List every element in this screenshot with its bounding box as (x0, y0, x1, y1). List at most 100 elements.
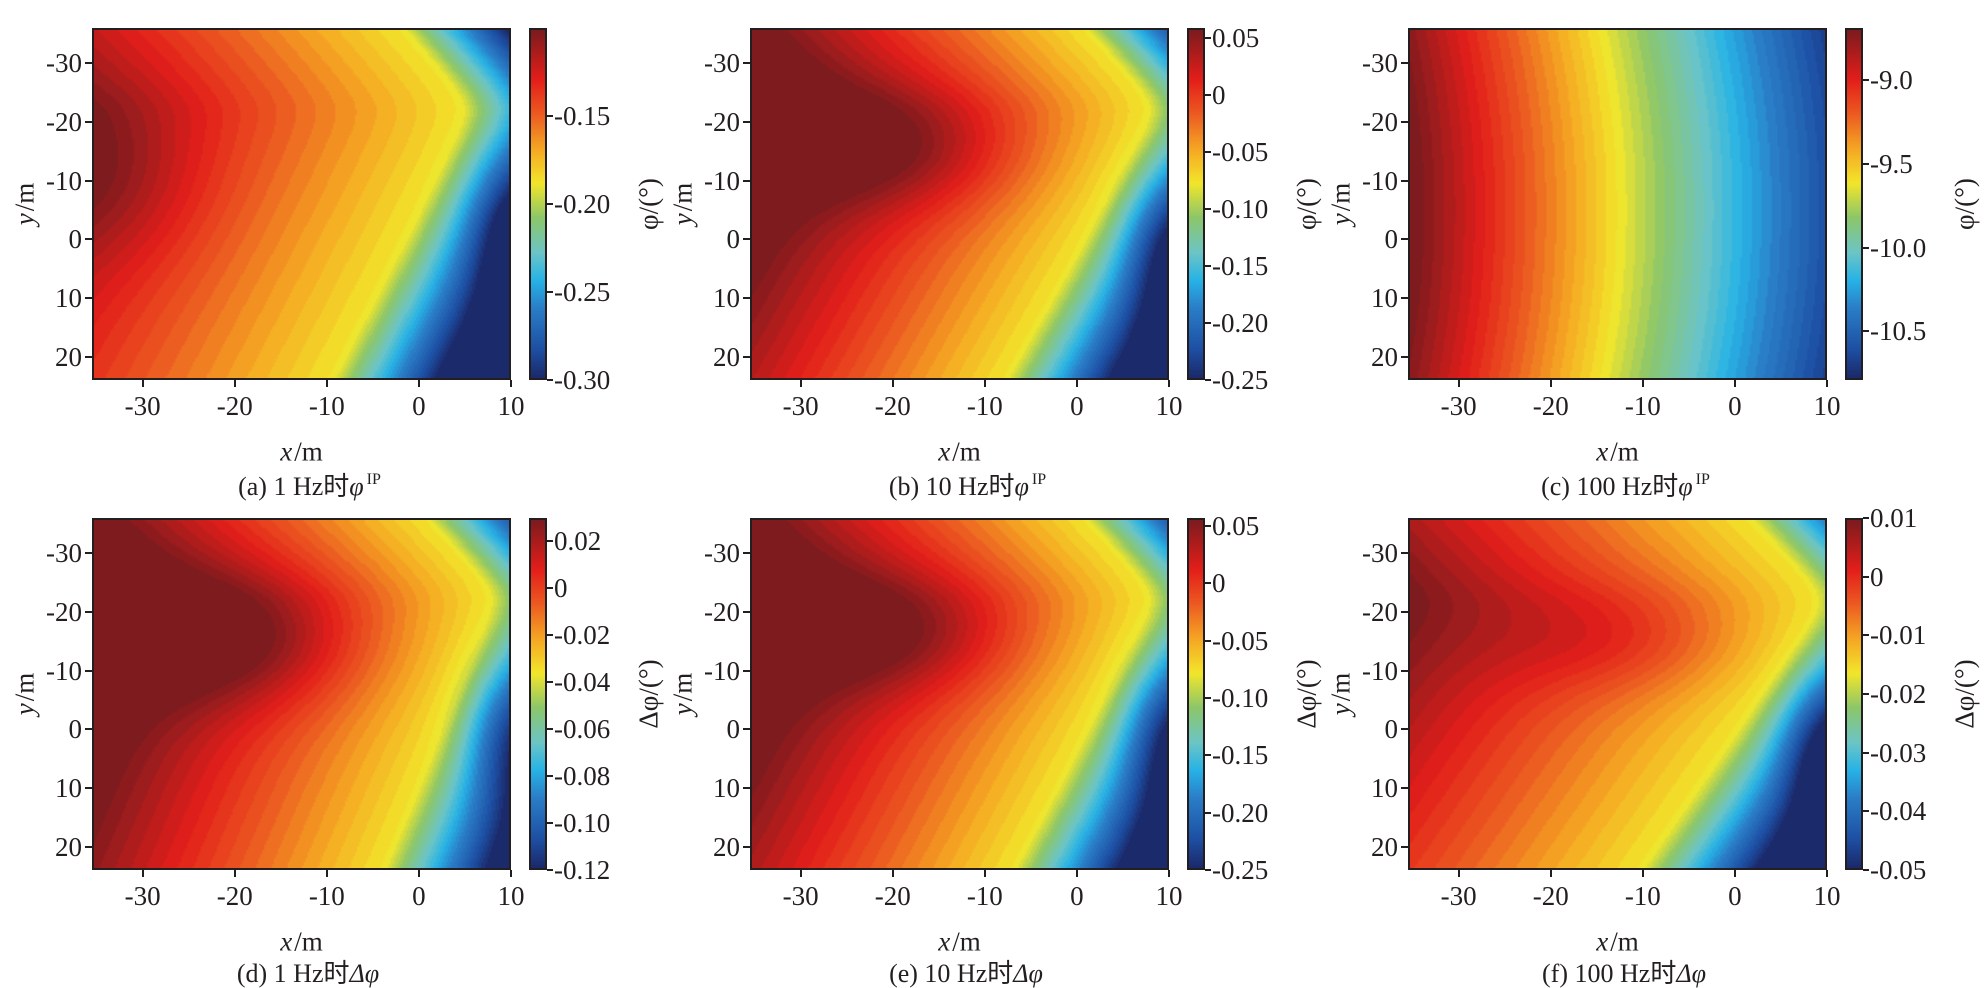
x-axis-unit: /m (1610, 436, 1639, 467)
y-tick-mark (743, 552, 750, 555)
x-tick-mark (510, 870, 512, 877)
y-tick-label: -20 (704, 106, 740, 137)
colorbar-tick-label: -0.05 (1870, 855, 1927, 885)
caption-superscript: IP (366, 471, 381, 488)
y-tick-label: -10 (704, 165, 740, 196)
y-tick-label: -10 (1362, 165, 1398, 196)
y-tick-mark (743, 786, 750, 789)
y-tick-mark (743, 120, 750, 123)
x-tick-mark (1457, 380, 1460, 387)
y-axis-var: y (667, 703, 698, 716)
x-axis-var: x (938, 926, 951, 957)
y-tick-label: 10 (713, 282, 740, 313)
y-axis-var: y (667, 213, 698, 226)
x-tick-mark (141, 380, 144, 387)
colorbar-tick-mark (1205, 869, 1211, 871)
colorbar-gradient (1189, 30, 1203, 378)
panel-caption: (d) 1 Hz时Δφ (237, 961, 382, 987)
colorbar-label: φ/(°) (633, 178, 664, 230)
colorbar-tick-label: 0 (1870, 561, 1884, 592)
x-tick-label: -30 (782, 881, 819, 911)
y-axis-var: y (1325, 213, 1356, 226)
caption-symbol: φ (349, 472, 364, 501)
colorbar-tick-label: -0.15 (554, 101, 611, 131)
y-tick-label: 10 (55, 282, 82, 313)
y-axis-title: y/m (667, 183, 698, 226)
colorbar-tick-mark (1205, 379, 1211, 381)
y-tick-label: 0 (1384, 714, 1399, 745)
y-tick-label: 0 (1384, 224, 1399, 255)
y-tick-mark (743, 728, 750, 731)
y-tick-mark (743, 62, 750, 65)
x-axis-title: x/m (280, 436, 323, 467)
colorbar-tick-mark (547, 291, 553, 293)
x-tick-label: 10 (1813, 881, 1841, 911)
colorbar (529, 518, 547, 870)
colorbar-tick-mark (547, 203, 553, 205)
colorbar-tick-mark (1863, 810, 1869, 813)
y-tick-label: 0 (68, 224, 83, 255)
caption-prefix: (c) 100 Hz时 (1541, 472, 1679, 501)
colorbar-tick-label: -0.15 (1212, 251, 1269, 282)
x-tick-label: -30 (1440, 391, 1477, 421)
x-tick-label: 10 (497, 391, 525, 421)
x-tick-mark (325, 870, 328, 877)
x-axis-unit: /m (294, 436, 323, 467)
x-tick-mark (1641, 380, 1644, 387)
x-axis-unit: /m (294, 926, 323, 957)
colorbar-tick-mark (547, 587, 553, 590)
x-tick-label: -20 (216, 881, 253, 911)
y-tick-label: -30 (46, 538, 82, 569)
y-axis-var: y (9, 213, 40, 226)
y-tick-mark (85, 610, 92, 613)
y-tick-label: -20 (1362, 596, 1398, 627)
y-tick-label: 20 (1371, 831, 1398, 862)
heatmap-canvas (752, 520, 1167, 868)
y-axis-unit: /m (9, 182, 40, 212)
x-tick-label: 10 (1155, 881, 1183, 911)
x-tick-mark (891, 380, 894, 387)
y-axis-title: y/m (9, 182, 40, 226)
x-tick-label: -20 (874, 391, 911, 421)
colorbar-tick-label: -0.02 (554, 620, 611, 651)
x-tick-label: -10 (966, 391, 1003, 421)
x-tick-label: -20 (1532, 391, 1569, 421)
y-tick-mark (1401, 845, 1408, 848)
y-axis-var: y (9, 703, 40, 716)
y-axis-unit: /m (667, 672, 698, 702)
y-tick-label: -30 (1362, 48, 1398, 79)
x-tick-mark (233, 380, 236, 387)
y-tick-label: -30 (46, 48, 82, 79)
y-tick-mark (1401, 552, 1408, 555)
colorbar-tick-mark (547, 540, 553, 543)
y-axis-unit: /m (1325, 182, 1356, 212)
y-tick-label: -20 (704, 596, 740, 627)
y-tick-label: -20 (46, 106, 82, 137)
colorbar-tick-label: -0.05 (1212, 625, 1269, 656)
x-axis-title: x/m (1596, 436, 1639, 467)
colorbar-tick-label: -10.5 (1870, 316, 1927, 347)
colorbar-tick-mark (1205, 697, 1211, 699)
colorbar-label: φ/(°) (1291, 178, 1322, 230)
y-tick-mark (743, 845, 750, 848)
panel-caption: (a) 1 Hz时φ IP (238, 471, 381, 501)
y-axis-title: y/m (667, 672, 698, 716)
y-tick-label: -20 (46, 596, 82, 627)
colorbar-label: Δφ/(°) (1949, 659, 1980, 729)
x-tick-label: 0 (1728, 391, 1742, 421)
y-tick-mark (85, 238, 92, 241)
x-tick-label: -20 (874, 881, 911, 911)
y-tick-mark (85, 552, 92, 555)
colorbar-tick-mark (1863, 517, 1869, 519)
x-axis-title: x/m (938, 926, 981, 957)
x-tick-mark (1457, 870, 1460, 877)
y-tick-mark (85, 786, 92, 789)
y-tick-label: -20 (1362, 106, 1398, 137)
x-tick-mark (799, 870, 802, 877)
colorbar-tick-mark (547, 681, 553, 684)
caption-symbol: φ (1014, 472, 1029, 501)
x-tick-label: 0 (412, 391, 426, 421)
y-tick-label: -10 (46, 165, 82, 196)
x-tick-label: 0 (1070, 391, 1084, 421)
